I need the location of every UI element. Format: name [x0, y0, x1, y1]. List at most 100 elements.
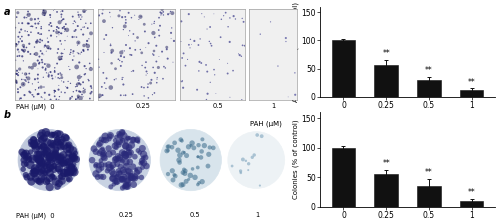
Point: [107, 86, 115, 89]
Point: [128, 16, 136, 19]
Text: 0.5: 0.5: [190, 212, 200, 218]
Point: [138, 147, 146, 150]
Point: [73, 51, 81, 54]
Point: [118, 186, 126, 190]
Point: [37, 32, 45, 36]
Point: [42, 172, 50, 175]
Point: [40, 145, 48, 149]
Point: [38, 66, 46, 69]
Point: [72, 82, 80, 86]
Y-axis label: Colonies (% of control): Colonies (% of control): [292, 120, 298, 199]
Point: [38, 58, 46, 62]
Point: [26, 66, 34, 69]
Point: [68, 15, 76, 18]
Point: [60, 48, 68, 51]
Point: [63, 172, 71, 176]
Point: [57, 155, 65, 159]
Point: [70, 157, 78, 160]
Point: [124, 11, 132, 15]
Point: [124, 173, 132, 177]
Point: [58, 9, 66, 13]
Point: [80, 10, 88, 14]
Point: [20, 49, 28, 52]
Point: [116, 140, 124, 143]
Bar: [417, 186, 440, 207]
Point: [170, 141, 178, 145]
Point: [122, 94, 130, 97]
Point: [132, 48, 140, 51]
Point: [226, 16, 234, 20]
Point: [87, 67, 95, 71]
Point: [122, 144, 130, 148]
Point: [28, 93, 36, 97]
Point: [182, 180, 190, 183]
Point: [56, 175, 64, 179]
Point: [14, 35, 22, 38]
Point: [68, 154, 76, 158]
Point: [70, 90, 78, 94]
Point: [28, 24, 36, 28]
Point: [164, 172, 172, 176]
Point: [30, 138, 38, 141]
Point: [291, 71, 299, 75]
Point: [95, 96, 103, 99]
Point: [34, 86, 42, 89]
Point: [32, 177, 40, 180]
Point: [22, 154, 30, 158]
Point: [55, 166, 63, 170]
Point: [52, 35, 60, 38]
Point: [229, 69, 237, 72]
Point: [42, 67, 50, 70]
Point: [58, 175, 66, 178]
Point: [95, 164, 103, 167]
Point: [178, 183, 186, 187]
Point: [84, 78, 92, 81]
Point: [110, 183, 118, 186]
Point: [92, 172, 100, 176]
Circle shape: [18, 129, 80, 191]
Point: [18, 72, 26, 75]
Point: [21, 29, 29, 33]
Point: [60, 171, 68, 175]
Point: [62, 136, 70, 140]
Point: [20, 154, 28, 157]
Point: [108, 177, 116, 180]
Point: [17, 97, 25, 100]
Point: [45, 23, 53, 26]
Point: [24, 154, 32, 158]
Point: [169, 178, 177, 182]
Point: [50, 91, 58, 94]
Point: [163, 46, 171, 49]
Point: [13, 72, 21, 76]
Point: [114, 57, 122, 61]
Point: [50, 132, 58, 136]
Point: [36, 161, 44, 165]
Point: [186, 46, 194, 50]
Point: [22, 173, 30, 177]
Point: [18, 35, 26, 38]
Point: [78, 93, 86, 96]
Point: [66, 147, 74, 150]
Point: [116, 171, 124, 174]
Point: [48, 166, 56, 169]
Point: [30, 95, 38, 99]
Point: [64, 152, 72, 155]
Point: [258, 134, 266, 138]
Point: [19, 82, 27, 86]
Point: [102, 77, 110, 80]
Point: [55, 182, 63, 185]
Point: [71, 29, 79, 33]
Point: [164, 13, 172, 16]
Point: [37, 157, 45, 161]
Point: [198, 180, 206, 183]
Point: [100, 175, 108, 179]
Point: [69, 51, 77, 55]
Point: [121, 25, 129, 28]
Point: [118, 139, 126, 142]
Point: [112, 77, 120, 81]
Point: [24, 77, 32, 80]
Point: [15, 21, 23, 25]
Point: [63, 86, 71, 90]
Point: [37, 170, 45, 174]
Point: [118, 60, 126, 64]
